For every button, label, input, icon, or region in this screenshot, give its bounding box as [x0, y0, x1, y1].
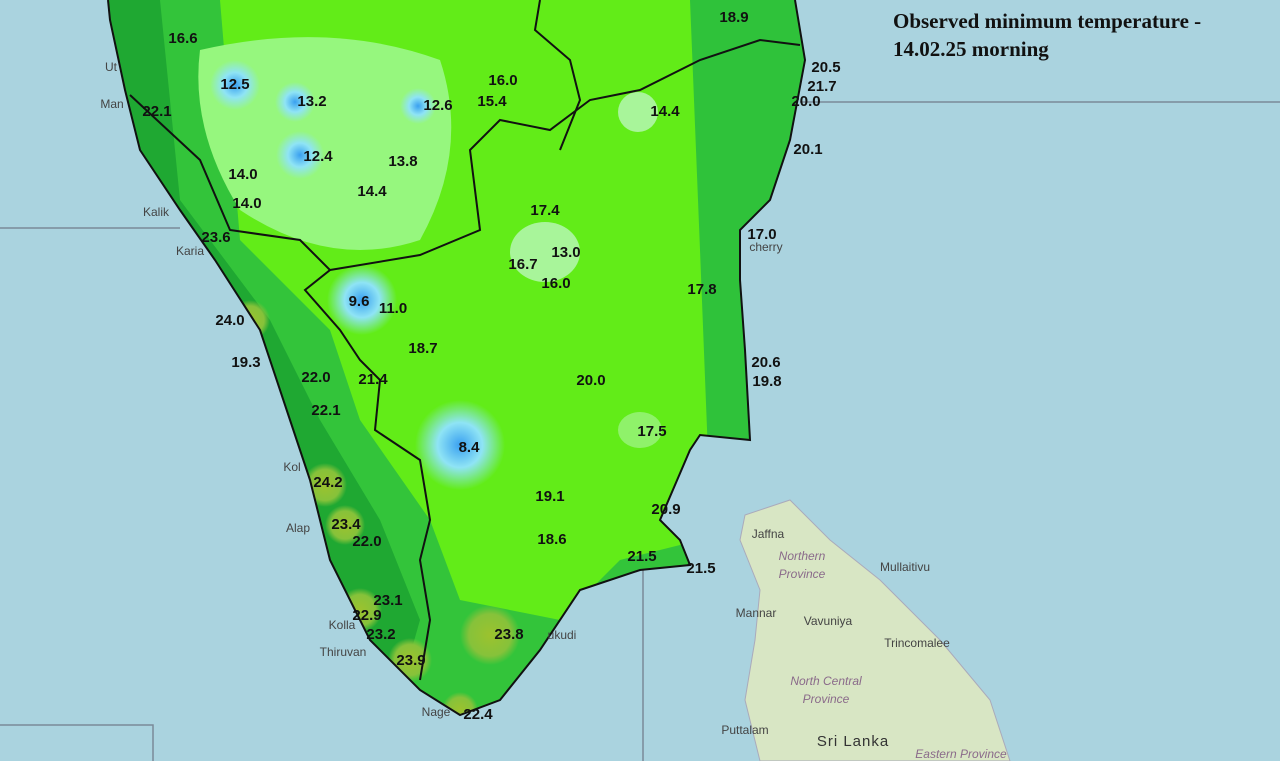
place-label: Nage	[422, 705, 451, 719]
place-label: Mullaitivu	[880, 560, 930, 574]
temperature-label: 21.4	[358, 371, 388, 388]
temperature-label: 19.1	[535, 488, 564, 505]
temperature-label: 20.1	[793, 141, 822, 158]
temperature-label: 20.5	[811, 59, 840, 76]
temperature-label: 8.4	[459, 439, 481, 456]
temperature-label: 23.8	[494, 626, 523, 643]
temperature-label: 14.4	[357, 183, 387, 200]
temperature-label: 19.3	[231, 354, 260, 371]
temperature-label: 23.2	[366, 626, 395, 643]
place-label: Puttalam	[721, 723, 768, 737]
temperature-label: 17.5	[637, 423, 666, 440]
temperature-label: 24.0	[215, 312, 244, 329]
region-label: Eastern Province	[915, 747, 1007, 761]
region-line: Province	[779, 567, 826, 581]
temperature-label: 20.9	[651, 501, 680, 518]
temperature-label: 17.4	[530, 202, 560, 219]
temperature-label: 17.8	[687, 281, 716, 298]
region-line: Northern	[779, 549, 826, 563]
place-label: Karia	[176, 244, 204, 258]
temperature-label: 22.0	[301, 369, 330, 386]
temperature-label: 13.2	[297, 93, 326, 110]
temperature-label: 14.0	[232, 195, 261, 212]
temperature-label: 13.8	[388, 153, 417, 170]
map-title: 14.02.25 morning	[893, 37, 1049, 61]
temperature-label: 17.0	[747, 226, 776, 243]
temperature-label: 23.4	[331, 516, 361, 533]
temperature-label: 18.7	[408, 340, 437, 357]
temperature-label: 16.6	[168, 30, 197, 47]
temperature-label: 24.2	[313, 474, 342, 491]
temperature-label: 15.4	[477, 93, 507, 110]
temperature-label: 12.4	[303, 148, 333, 165]
temperature-label: 20.0	[576, 372, 605, 389]
region-line: Province	[803, 692, 850, 706]
place-label: ukudi	[548, 628, 577, 642]
place-label: Man	[100, 97, 123, 111]
region-line: North Central	[790, 674, 862, 688]
map-title: Observed minimum temperature -	[893, 9, 1201, 33]
temperature-label: 22.4	[463, 706, 493, 723]
place-label: Mannar	[736, 606, 777, 620]
place-label: Thiruvan	[320, 645, 367, 659]
place-label: Alap	[286, 521, 310, 535]
temperature-label: 18.9	[719, 9, 748, 26]
temperature-label: 22.1	[142, 103, 171, 120]
country-label: Sri Lanka	[817, 733, 889, 750]
temperature-label: 20.6	[751, 354, 780, 371]
temperature-label: 9.6	[349, 293, 370, 310]
place-label: Trincomalee	[884, 636, 950, 650]
place-label: Vavuniya	[804, 614, 853, 628]
temperature-label: 22.9	[352, 607, 381, 624]
place-label: Kalik	[143, 205, 170, 219]
temperature-label: 16.0	[541, 275, 570, 292]
temperature-label: 20.0	[791, 93, 820, 110]
temperature-label: 14.4	[650, 103, 680, 120]
temperature-label: 19.8	[752, 373, 781, 390]
temperature-label: 21.5	[627, 548, 656, 565]
temperature-label: 13.0	[551, 244, 580, 261]
temperature-label: 11.0	[379, 300, 407, 317]
temperature-label: 18.6	[537, 531, 566, 548]
temperature-label: 23.9	[396, 652, 425, 669]
temperature-label: 14.0	[228, 166, 257, 183]
temperature-label: 22.1	[311, 402, 340, 419]
place-label: Kol	[283, 460, 300, 474]
temperature-label: 16.0	[488, 72, 517, 89]
place-label: Ut	[105, 60, 118, 74]
temperature-label: 21.5	[686, 560, 715, 577]
temperature-label: 12.6	[423, 97, 452, 114]
temperature-label: 22.0	[352, 533, 381, 550]
place-label: Jaffna	[752, 527, 785, 541]
temperature-label: 16.7	[508, 256, 537, 273]
boundary-line	[0, 725, 153, 761]
temperature-label: 23.6	[201, 229, 230, 246]
temperature-label: 12.5	[220, 76, 249, 93]
